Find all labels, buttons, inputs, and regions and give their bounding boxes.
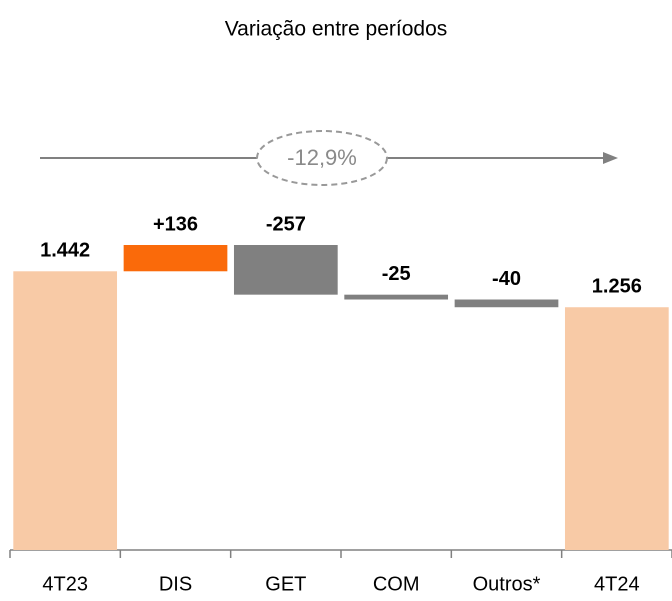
bar [454, 299, 559, 308]
arrow-head [603, 152, 618, 164]
x-tick-label: Outros* [473, 573, 541, 595]
x-tick-label: GET [265, 573, 306, 595]
x-tick-label: 4T23 [42, 573, 88, 595]
annotation: -12,9% [287, 145, 357, 170]
value-label: -40 [492, 268, 521, 290]
bar [123, 245, 228, 272]
chart-title: Variação entre períodos [225, 18, 448, 41]
x-tick-label: COM [373, 573, 420, 595]
value-label: 1.256 [592, 276, 642, 298]
x-tick-label: DIS [159, 573, 192, 595]
value-label: +136 [153, 213, 198, 235]
value-label: 1.442 [40, 240, 90, 262]
bar [564, 307, 669, 550]
bar [233, 245, 338, 295]
value-label: -257 [266, 213, 306, 235]
x-tick-label: 4T24 [594, 573, 640, 595]
bar [13, 271, 118, 550]
bar [344, 294, 449, 300]
value-label: -25 [382, 263, 411, 285]
annotation-bubble [256, 130, 388, 186]
